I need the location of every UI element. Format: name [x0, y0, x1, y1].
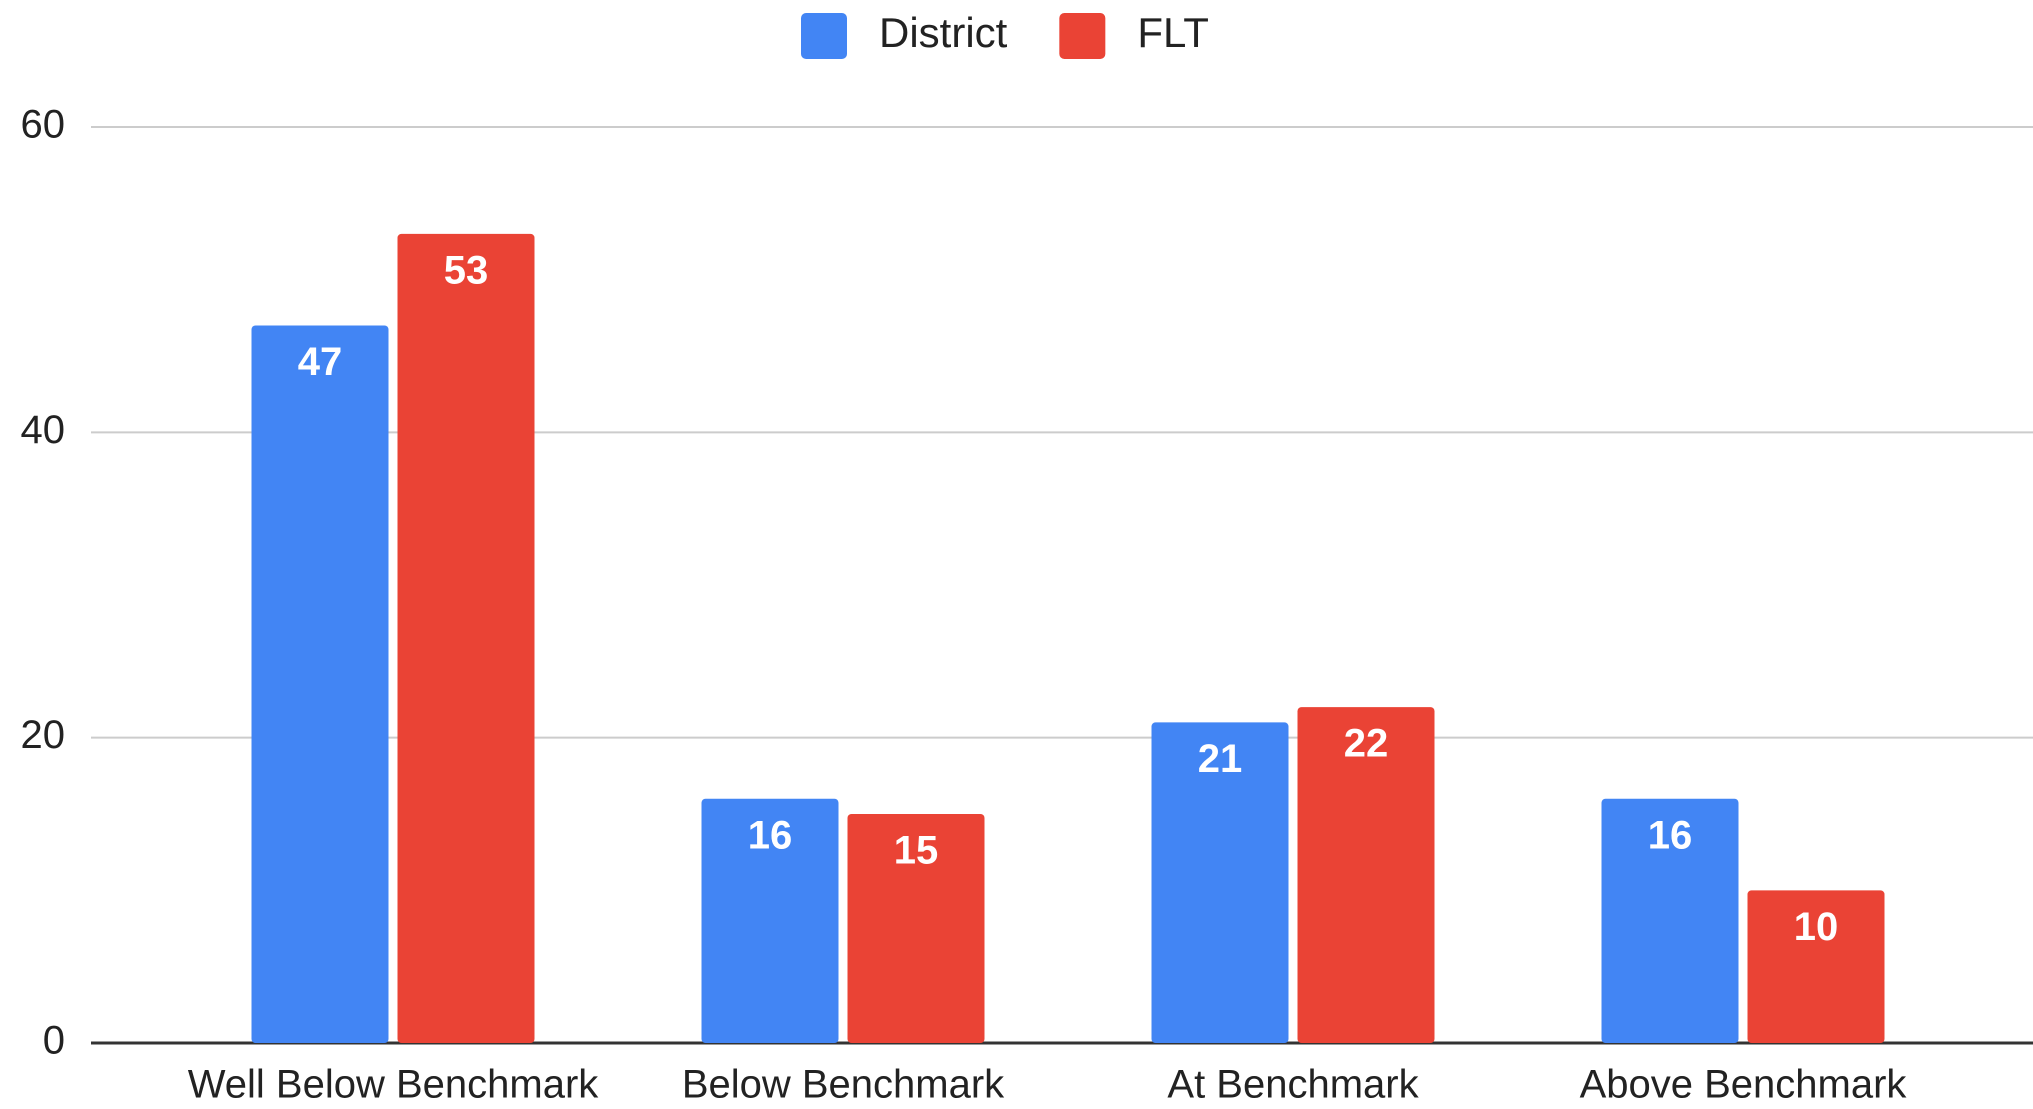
bar [1297, 707, 1435, 1043]
x-tick-label: Above Benchmark [1580, 1063, 1908, 1107]
y-tick-label: 60 [21, 103, 66, 147]
x-tick-label: At Benchmark [1167, 1063, 1419, 1107]
legend-swatch [1059, 13, 1106, 59]
y-tick-label: 40 [21, 408, 66, 452]
value-label: 21 [1198, 737, 1243, 781]
legend-label: FLT [1137, 9, 1209, 56]
value-label: 53 [444, 248, 489, 292]
y-tick-label: 0 [43, 1019, 65, 1063]
bar [1601, 798, 1739, 1043]
legend-swatch [801, 13, 847, 59]
value-label: 16 [748, 813, 793, 857]
value-label: 16 [1648, 813, 1693, 857]
y-tick-label: 20 [21, 713, 66, 757]
bar [1151, 722, 1289, 1043]
x-tick-label: Below Benchmark [682, 1063, 1005, 1107]
legend-label: District [879, 9, 1008, 56]
x-tick-label: Well Below Benchmark [188, 1063, 600, 1107]
value-label: 22 [1344, 722, 1389, 766]
bar [847, 814, 985, 1043]
bar [701, 798, 839, 1043]
bar [251, 325, 389, 1043]
value-label: 10 [1794, 905, 1839, 949]
value-label: 15 [894, 829, 939, 873]
value-label: 47 [298, 340, 343, 384]
bar [1747, 890, 1885, 1043]
bar [397, 233, 535, 1043]
